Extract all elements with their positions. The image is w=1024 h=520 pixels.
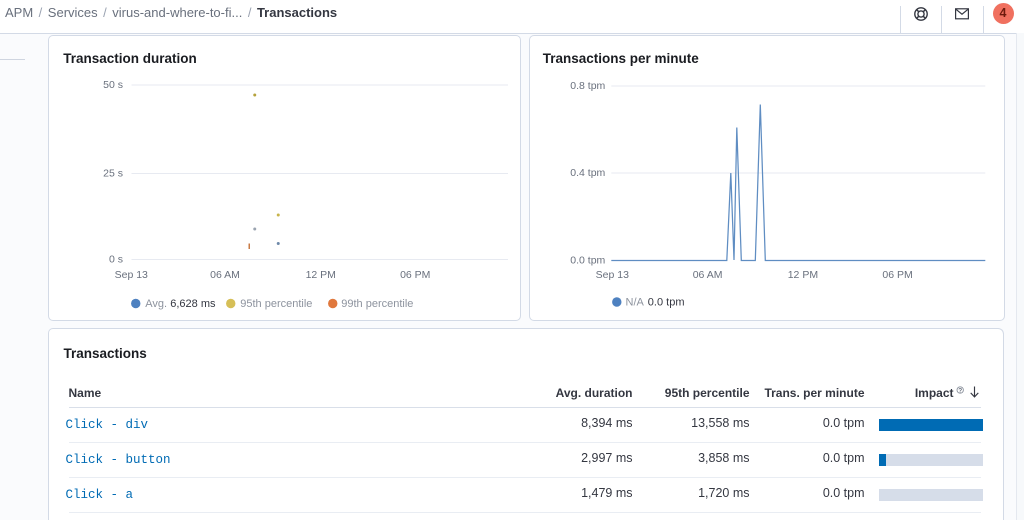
svg-text:06 PM: 06 PM — [400, 269, 430, 281]
svg-text:50 s: 50 s — [103, 79, 123, 91]
svg-text:0.0 tpm: 0.0 tpm — [570, 255, 605, 267]
svg-text:Avg.: Avg. — [145, 298, 167, 310]
svg-text:99th percentile: 99th percentile — [341, 298, 413, 310]
svg-text:6,628 ms: 6,628 ms — [170, 298, 216, 310]
svg-text:?: ? — [958, 387, 962, 394]
svg-text:0.4 tpm: 0.4 tpm — [570, 167, 605, 179]
svg-text:N/A: N/A — [625, 297, 644, 309]
svg-text:06 PM: 06 PM — [882, 269, 912, 281]
svg-text:Sep 13: Sep 13 — [114, 269, 147, 281]
svg-text:06 AM: 06 AM — [210, 269, 240, 281]
svg-text:0.8 tpm: 0.8 tpm — [570, 80, 605, 92]
svg-text:Sep 13: Sep 13 — [595, 269, 628, 281]
svg-text:12 PM: 12 PM — [787, 269, 817, 281]
svg-text:25 s: 25 s — [103, 168, 123, 180]
svg-text:06 AM: 06 AM — [692, 269, 722, 281]
svg-text:12 PM: 12 PM — [305, 269, 335, 281]
svg-text:0 s: 0 s — [109, 254, 123, 266]
svg-text:0.0 tpm: 0.0 tpm — [647, 297, 684, 309]
svg-text:95th percentile: 95th percentile — [240, 298, 312, 310]
